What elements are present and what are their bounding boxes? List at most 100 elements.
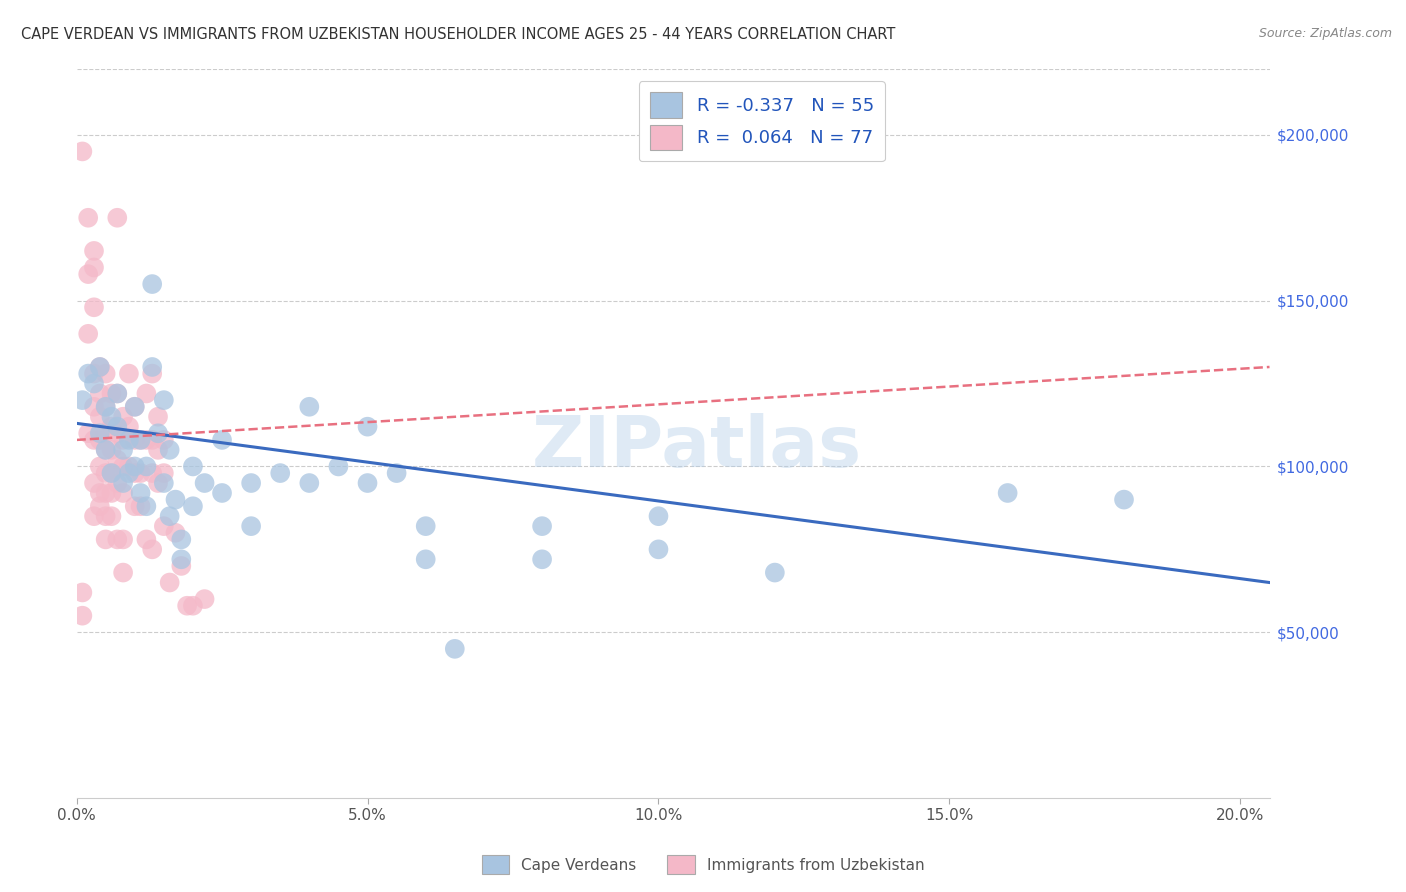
Point: [112, 459, 135, 474]
Point: [170, 558, 193, 573]
Point: [647, 542, 669, 557]
Point: [94, 509, 117, 524]
Point: [83, 433, 105, 447]
Point: [105, 426, 128, 441]
Point: [124, 500, 146, 514]
Point: [240, 519, 263, 533]
Point: [385, 466, 408, 480]
Point: [124, 466, 146, 480]
Text: Source: ZipAtlas.com: Source: ZipAtlas.com: [1258, 27, 1392, 40]
Point: [83, 300, 105, 314]
Point: [165, 525, 187, 540]
Point: [83, 367, 105, 381]
Point: [72, 585, 94, 599]
Point: [77, 367, 100, 381]
Point: [146, 409, 169, 424]
Point: [141, 466, 163, 480]
Point: [647, 509, 669, 524]
Point: [118, 367, 141, 381]
Point: [124, 433, 146, 447]
Point: [159, 442, 181, 457]
Point: [83, 244, 105, 258]
Point: [153, 476, 176, 491]
Point: [100, 486, 122, 500]
Point: [129, 433, 152, 447]
Point: [100, 386, 122, 401]
Point: [141, 433, 163, 447]
Point: [94, 400, 117, 414]
Point: [165, 492, 187, 507]
Point: [181, 500, 204, 514]
Point: [89, 359, 111, 374]
Point: [415, 552, 437, 566]
Point: [118, 466, 141, 480]
Point: [77, 426, 100, 441]
Point: [89, 359, 111, 374]
Point: [94, 466, 117, 480]
Point: [141, 277, 163, 291]
Point: [415, 519, 437, 533]
Point: [240, 476, 263, 491]
Point: [181, 599, 204, 613]
Point: [170, 552, 193, 566]
Point: [72, 145, 94, 159]
Point: [153, 519, 176, 533]
Point: [141, 359, 163, 374]
Point: [83, 476, 105, 491]
Point: [153, 466, 176, 480]
Point: [269, 466, 291, 480]
Point: [146, 442, 169, 457]
Point: [298, 400, 321, 414]
Point: [112, 566, 135, 580]
Point: [100, 509, 122, 524]
Point: [105, 533, 128, 547]
Point: [118, 433, 141, 447]
Text: CAPE VERDEAN VS IMMIGRANTS FROM UZBEKISTAN HOUSEHOLDER INCOME AGES 25 - 44 YEARS: CAPE VERDEAN VS IMMIGRANTS FROM UZBEKIST…: [21, 27, 896, 42]
Point: [112, 476, 135, 491]
Point: [83, 509, 105, 524]
Point: [135, 500, 157, 514]
Point: [112, 533, 135, 547]
Point: [129, 433, 152, 447]
Point: [211, 486, 233, 500]
Point: [124, 459, 146, 474]
Point: [194, 592, 217, 607]
Point: [100, 419, 122, 434]
Point: [153, 393, 176, 408]
Point: [89, 500, 111, 514]
Point: [1112, 492, 1135, 507]
Point: [105, 386, 128, 401]
Point: [211, 433, 233, 447]
Point: [135, 433, 157, 447]
Point: [77, 326, 100, 341]
Point: [141, 542, 163, 557]
Point: [443, 641, 465, 656]
Point: [181, 459, 204, 474]
Point: [135, 459, 157, 474]
Point: [105, 452, 128, 467]
Legend: Cape Verdeans, Immigrants from Uzbekistan: Cape Verdeans, Immigrants from Uzbekista…: [475, 849, 931, 880]
Point: [89, 459, 111, 474]
Point: [112, 486, 135, 500]
Point: [89, 426, 111, 441]
Point: [105, 419, 128, 434]
Point: [328, 459, 350, 474]
Point: [105, 476, 128, 491]
Point: [83, 260, 105, 275]
Point: [89, 386, 111, 401]
Point: [89, 486, 111, 500]
Text: ZIPatlas: ZIPatlas: [531, 413, 862, 483]
Point: [89, 409, 111, 424]
Point: [124, 400, 146, 414]
Point: [105, 386, 128, 401]
Point: [77, 211, 100, 225]
Point: [135, 533, 157, 547]
Point: [112, 409, 135, 424]
Point: [94, 400, 117, 414]
Point: [153, 433, 176, 447]
Point: [997, 486, 1019, 500]
Point: [72, 608, 94, 623]
Point: [94, 367, 117, 381]
Point: [531, 519, 554, 533]
Point: [135, 386, 157, 401]
